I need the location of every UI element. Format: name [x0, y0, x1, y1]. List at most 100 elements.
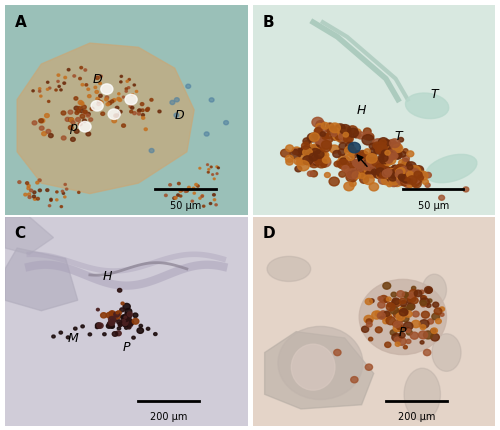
Circle shape: [114, 312, 119, 317]
Circle shape: [362, 326, 368, 332]
Circle shape: [80, 115, 85, 119]
Circle shape: [320, 152, 329, 160]
Circle shape: [385, 150, 396, 161]
Circle shape: [356, 170, 363, 176]
Circle shape: [422, 311, 430, 318]
Circle shape: [186, 85, 190, 89]
Circle shape: [322, 134, 328, 139]
Polygon shape: [17, 44, 194, 194]
Circle shape: [351, 171, 357, 176]
Circle shape: [408, 173, 414, 178]
Circle shape: [408, 176, 417, 185]
Circle shape: [333, 132, 344, 141]
Circle shape: [387, 303, 392, 307]
Circle shape: [108, 322, 114, 327]
Text: H: H: [102, 269, 112, 282]
Circle shape: [407, 166, 418, 175]
Circle shape: [314, 161, 319, 166]
Circle shape: [408, 166, 413, 170]
Circle shape: [320, 139, 330, 148]
Circle shape: [356, 134, 361, 138]
Circle shape: [76, 118, 80, 122]
Circle shape: [380, 149, 388, 157]
Circle shape: [316, 138, 325, 145]
Circle shape: [400, 176, 411, 186]
Circle shape: [348, 149, 355, 154]
Circle shape: [370, 299, 374, 303]
Circle shape: [391, 154, 398, 160]
Circle shape: [398, 160, 406, 167]
Circle shape: [111, 316, 116, 321]
Circle shape: [57, 81, 59, 83]
Circle shape: [142, 117, 144, 120]
Circle shape: [319, 157, 331, 168]
Circle shape: [396, 165, 405, 173]
Circle shape: [116, 311, 121, 315]
Circle shape: [407, 151, 414, 157]
Circle shape: [394, 166, 404, 175]
Circle shape: [280, 150, 290, 158]
Circle shape: [408, 305, 414, 310]
Circle shape: [426, 304, 431, 308]
Circle shape: [66, 189, 68, 190]
Circle shape: [348, 126, 358, 135]
Circle shape: [394, 175, 402, 181]
Text: D: D: [175, 108, 184, 121]
Circle shape: [338, 134, 346, 141]
Circle shape: [422, 180, 428, 185]
Circle shape: [292, 147, 301, 155]
Circle shape: [124, 316, 126, 319]
Circle shape: [369, 144, 376, 150]
Circle shape: [374, 148, 382, 155]
Circle shape: [110, 325, 114, 329]
Circle shape: [191, 201, 194, 203]
Circle shape: [69, 119, 74, 123]
Circle shape: [346, 154, 354, 161]
Circle shape: [46, 130, 50, 134]
Circle shape: [382, 168, 390, 174]
Circle shape: [395, 172, 402, 178]
Circle shape: [398, 175, 405, 181]
Circle shape: [312, 153, 319, 159]
Circle shape: [302, 149, 312, 157]
Circle shape: [400, 170, 411, 180]
Circle shape: [85, 85, 87, 87]
Circle shape: [112, 332, 117, 337]
Circle shape: [344, 135, 353, 144]
Circle shape: [89, 119, 92, 122]
Circle shape: [316, 126, 326, 135]
Text: C: C: [14, 225, 26, 240]
Circle shape: [90, 108, 94, 111]
Circle shape: [128, 320, 134, 326]
Circle shape: [106, 324, 112, 329]
Circle shape: [74, 130, 79, 134]
Circle shape: [388, 170, 398, 178]
Circle shape: [48, 88, 51, 90]
Circle shape: [382, 170, 388, 175]
Circle shape: [406, 329, 410, 333]
Circle shape: [78, 192, 80, 194]
Circle shape: [390, 167, 399, 175]
Circle shape: [30, 190, 32, 192]
Circle shape: [394, 165, 406, 175]
Circle shape: [146, 108, 150, 111]
Circle shape: [202, 206, 205, 208]
Circle shape: [120, 76, 122, 78]
Circle shape: [74, 107, 78, 111]
Circle shape: [138, 110, 141, 112]
Circle shape: [122, 125, 126, 128]
Circle shape: [33, 191, 36, 194]
Circle shape: [336, 125, 345, 133]
Circle shape: [414, 172, 422, 178]
Circle shape: [414, 167, 422, 173]
Circle shape: [114, 313, 120, 319]
Circle shape: [402, 179, 409, 186]
Circle shape: [383, 147, 394, 155]
Circle shape: [87, 89, 90, 91]
Circle shape: [125, 313, 129, 316]
Polygon shape: [5, 217, 54, 255]
Circle shape: [378, 177, 388, 185]
Circle shape: [306, 152, 316, 162]
Circle shape: [343, 133, 348, 138]
Circle shape: [345, 168, 352, 173]
